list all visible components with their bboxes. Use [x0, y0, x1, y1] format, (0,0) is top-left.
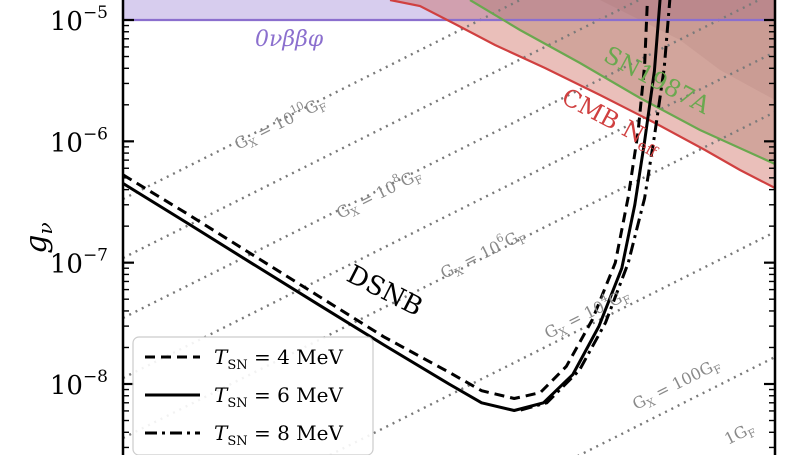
contour-label-6: 1GF — [721, 418, 759, 452]
y-tick-label-1: 10−5 — [50, 3, 108, 37]
legend-label-var: T — [214, 383, 229, 407]
contour-label-eq: = 10 — [250, 108, 298, 145]
y-axis-label: gν — [19, 222, 57, 253]
contour-line-1 — [329, 230, 775, 455]
legend-box — [132, 336, 374, 455]
zeronu-label: 0νββφ — [255, 27, 324, 52]
contour-lines — [123, 0, 775, 455]
y-tick-label-exp: −7 — [83, 246, 108, 266]
cmb-region — [390, 0, 775, 188]
contour-label-2: GX = 108GF — [332, 162, 426, 226]
zeronu-region — [123, 0, 775, 20]
y-tick-label-base: 10 — [50, 7, 83, 37]
y-tick-label-base: 10 — [50, 128, 83, 158]
y-axis-label-sub: ν — [33, 222, 57, 234]
legend-label-sub: SN — [227, 358, 247, 373]
sn1987a-region — [470, 0, 775, 164]
contour-line-1e10 — [123, 0, 523, 201]
legend-label-value: = 8 MeV — [248, 421, 344, 445]
cmb-line — [389, 0, 775, 189]
y-tick-label-4: 10−8 — [50, 367, 108, 401]
dsnb-label: DSNB — [342, 260, 427, 323]
legend-label-var: T — [214, 421, 229, 445]
contour-label-eq: = 10 — [456, 237, 504, 274]
y-axis-label-main: g — [19, 234, 54, 253]
contour-line-1e6 — [123, 0, 762, 320]
contour-label-1: GX = 1010GF — [230, 90, 330, 157]
y-ticks: 10−510−610−710−8 — [50, 3, 775, 449]
contour-label-eq: = 100 — [648, 363, 705, 404]
legend-label-1: TSN = 4 MeV — [214, 345, 343, 373]
legend-label-2: TSN = 6 MeV — [214, 383, 343, 411]
legend-label-value: = 4 MeV — [248, 345, 344, 369]
contour-label-exp: 10 — [288, 99, 306, 117]
contour-label-eq: = 10 — [560, 297, 608, 334]
legend-label-value: = 6 MeV — [248, 383, 344, 407]
bound-lines — [123, 0, 775, 189]
y-tick-label-exp: −8 — [83, 367, 108, 387]
y-tick-label-exp: −6 — [83, 124, 108, 144]
y-tick-label-base: 10 — [50, 250, 83, 280]
series-line-3 — [520, 0, 672, 412]
y-tick-label-exp: −5 — [83, 3, 108, 23]
sn1987a-line — [469, 0, 775, 166]
contour-label-5: GX = 100GF — [629, 354, 724, 416]
y-tick-label-base: 10 — [50, 371, 83, 401]
legend-label-var: T — [214, 345, 229, 369]
contour-label-4: GX = 104GF — [540, 282, 634, 346]
contour-line-1e8 — [123, 0, 642, 260]
contour-line-100 — [123, 110, 775, 440]
contour-line-1e4 — [123, 50, 775, 380]
y-tick-label-2: 10−6 — [50, 124, 108, 158]
contour-label-3: GX = 106GF — [436, 222, 530, 286]
contour-label-eq: = 10 — [352, 177, 400, 214]
series-line-1 — [123, 0, 649, 400]
y-tick-label-3: 10−7 — [50, 246, 108, 280]
legend-label-sub: SN — [227, 396, 247, 411]
axes-frame — [121, 0, 777, 455]
series-group — [123, 0, 672, 412]
legend-label-sub: SN — [227, 434, 247, 449]
legend-label-3: TSN = 8 MeV — [214, 421, 343, 449]
